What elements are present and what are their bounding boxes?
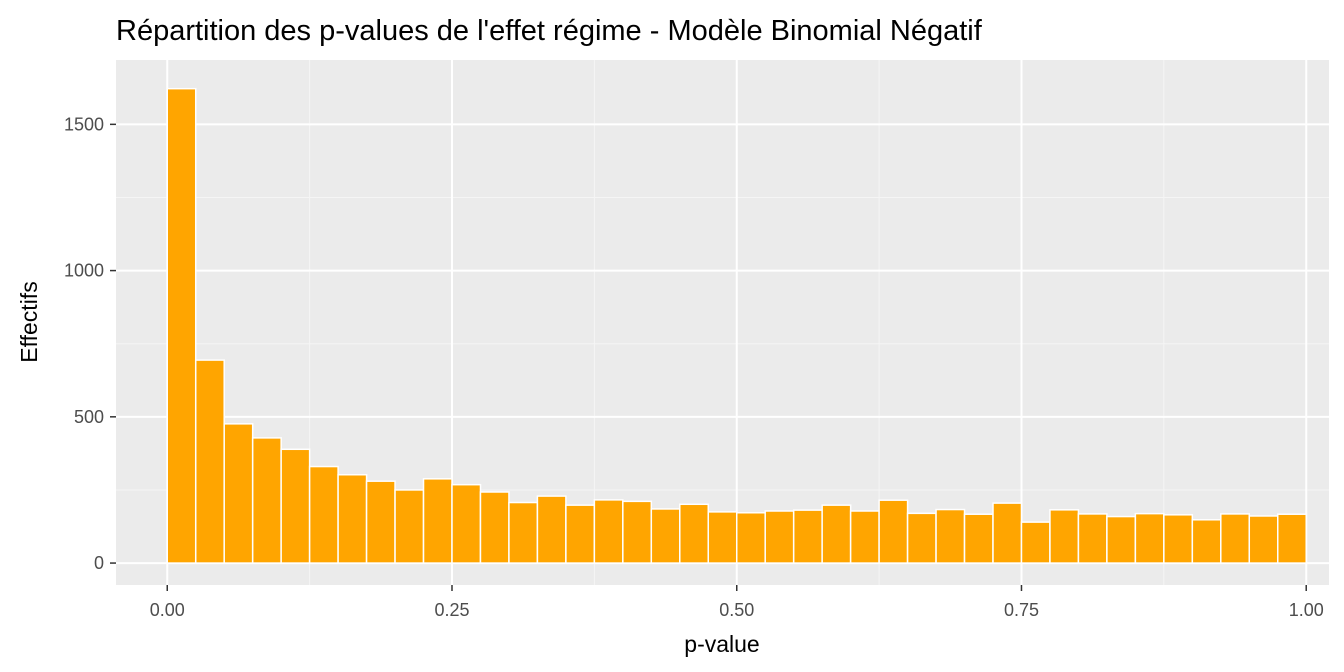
histogram-bar [223,423,254,564]
histogram-bar [906,512,937,564]
histogram-bar [707,511,738,564]
histogram-bars [166,87,1307,564]
y-tick-label: 1000 [64,261,104,281]
x-tick-label: 0.25 [434,600,469,620]
y-tick-label: 500 [74,407,104,427]
x-tick-label: 1.00 [1289,600,1324,620]
histogram-bar [1134,512,1165,564]
histogram-bar [878,499,909,564]
histogram-bar [1049,509,1080,564]
histogram-bar [992,502,1023,564]
histogram-bar [735,512,766,564]
y-axis-title: Effectifs [16,281,42,362]
histogram-bar [280,448,311,564]
x-axis: 0.00 0.25 0.50 0.75 1.00 [150,585,1324,620]
histogram-bar [849,510,880,564]
histogram-bar [679,503,710,564]
histogram-bar [451,483,482,564]
histogram-bar [1220,513,1251,564]
histogram-bar [764,510,795,564]
histogram-bar [337,473,368,564]
y-tick-label: 0 [94,553,104,573]
chart-title: Répartition des p-values de l'effet régi… [116,15,983,47]
y-axis: 0 500 1000 1500 [64,114,116,573]
y-tick-label: 1500 [64,114,104,134]
histogram-bar [536,495,567,564]
histogram-bar [308,465,339,564]
minor-grid [116,60,1329,585]
histogram-bar [650,508,681,564]
histogram-bar [1106,515,1137,564]
x-tick-label: 0.75 [1004,600,1039,620]
histogram-bar [365,480,396,564]
histogram-bar [251,437,282,564]
histogram-bar [792,509,823,564]
histogram-bar [1248,515,1279,564]
histogram-bar [194,359,225,564]
histogram-bar [422,478,453,564]
histogram-bar [479,491,510,564]
histogram-bar [1163,514,1194,564]
histogram-bar [593,499,624,564]
histogram-bar [963,513,994,564]
histogram-bar [821,504,852,564]
histogram-bar [166,87,197,564]
x-tick-label: 0.50 [719,600,754,620]
histogram-bar [1077,513,1108,564]
histogram-bar [1191,519,1222,564]
histogram-bar [622,500,653,564]
x-tick-label: 0.00 [150,600,185,620]
histogram-bar [508,501,539,564]
histogram-bar [1020,521,1051,564]
histogram-bar [565,504,596,564]
histogram-bar [394,489,425,564]
histogram-bar [935,508,966,564]
histogram-bar [1276,513,1307,564]
x-axis-title: p-value [684,631,759,657]
